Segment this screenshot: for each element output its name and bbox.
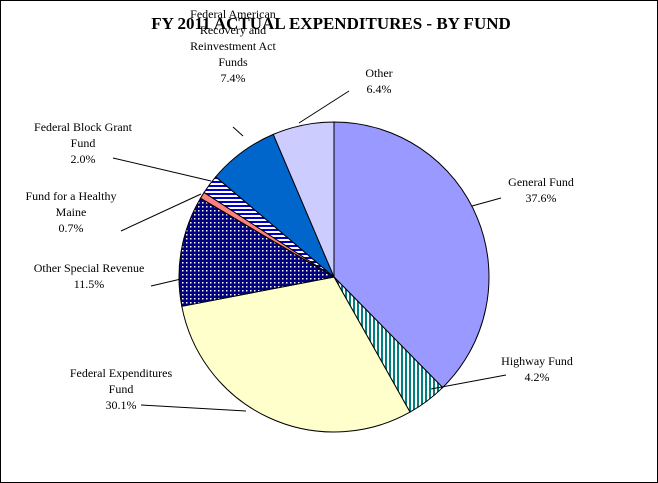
slice-percent-label: 2.0% bbox=[71, 152, 96, 166]
slice-name-label: Federal Block Grant bbox=[34, 120, 133, 134]
leader-line bbox=[298, 90, 350, 124]
leader-lines bbox=[112, 90, 507, 412]
slice-name-label: Federal Expenditures bbox=[70, 366, 173, 380]
slice-name-label: Fund for a Healthy bbox=[26, 189, 117, 203]
slice-labels: General Fund 37.6% Highway Fund 4.2% Federal… bbox=[26, 7, 574, 412]
pie-slice-general-fund bbox=[333, 121, 490, 389]
slice-percent-label: 37.6% bbox=[526, 191, 557, 205]
slice-name-label: Federal American bbox=[190, 7, 276, 21]
leader-line bbox=[430, 374, 507, 390]
leader-line bbox=[140, 404, 247, 412]
slice-name-label: Maine bbox=[56, 205, 87, 219]
slice-percent-label: 4.2% bbox=[525, 370, 550, 384]
slice-name-label: Reinvestment Act bbox=[190, 39, 276, 53]
leader-line bbox=[150, 278, 182, 287]
slice-name-label: Highway Fund bbox=[501, 354, 573, 368]
slice-name-label: General Fund bbox=[508, 175, 574, 189]
slice-percent-label: 6.4% bbox=[367, 82, 392, 96]
leader-line bbox=[112, 157, 212, 182]
pie-slices bbox=[178, 121, 490, 433]
slice-name-label: Recovery and bbox=[200, 23, 266, 37]
slice-name-label: Other bbox=[365, 66, 392, 80]
leader-line bbox=[471, 197, 502, 207]
leader-line bbox=[120, 193, 202, 232]
slice-percent-label: 0.7% bbox=[59, 221, 84, 235]
pie-slice-other-special-revenue bbox=[178, 197, 336, 307]
slice-percent-label: 7.4% bbox=[221, 71, 246, 85]
leader-line bbox=[232, 126, 244, 137]
chart-title: FY 2011 ACTUAL EXPENDITURES - BY FUND bbox=[151, 14, 511, 33]
slice-name-label: Other Special Revenue bbox=[34, 261, 145, 275]
pie-slice-federal-expenditures-fund bbox=[181, 276, 411, 433]
slice-percent-label: 30.1% bbox=[106, 398, 137, 412]
slice-percent-label: 11.5% bbox=[74, 277, 105, 291]
slice-name-label: Fund bbox=[71, 136, 96, 150]
slice-name-label: Fund bbox=[109, 382, 134, 396]
pie-slice-other bbox=[272, 121, 335, 278]
slice-name-label: Funds bbox=[218, 55, 248, 69]
